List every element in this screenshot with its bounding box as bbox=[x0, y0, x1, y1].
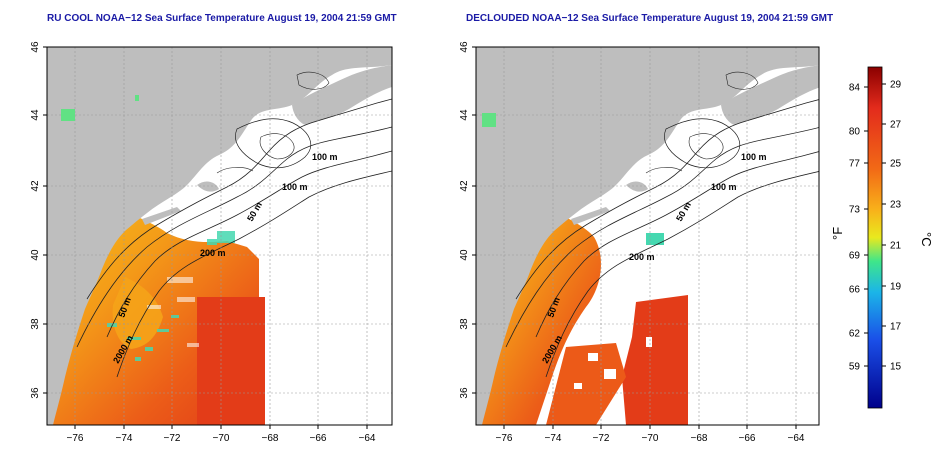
x-tick-label: −66 bbox=[310, 433, 327, 444]
x-tick-label: −72 bbox=[164, 433, 181, 444]
fahrenheit-tick-label: 84 bbox=[849, 83, 861, 94]
fahrenheit-unit-label: °F bbox=[830, 227, 845, 240]
y-tick-label: 44 bbox=[30, 109, 41, 121]
colorbar-ticks: 84 80 77 73 69 66 62 59 29 27 25 23 21 19 17 15 bbox=[849, 80, 902, 373]
fahrenheit-tick-label: 62 bbox=[849, 329, 861, 340]
y-tick-label: 36 bbox=[30, 387, 41, 399]
celsius-tick-label: 27 bbox=[890, 120, 902, 131]
x-tick-label: −70 bbox=[642, 433, 659, 444]
celsius-tick-label: 23 bbox=[890, 200, 902, 211]
y-tick-label: 40 bbox=[30, 249, 41, 261]
y-tick-label: 42 bbox=[459, 180, 470, 192]
x-tick-label: −68 bbox=[262, 433, 279, 444]
x-tick-label: −68 bbox=[691, 433, 708, 444]
x-tick-label: −76 bbox=[496, 433, 513, 444]
contour-label: 200 m bbox=[629, 252, 655, 262]
colorbar-gradient bbox=[867, 66, 883, 409]
map-title-right: DECLOUDED NOAA−12 Sea Surface Temperatur… bbox=[466, 13, 834, 24]
y-tick-label: 44 bbox=[459, 109, 470, 121]
fahrenheit-tick-label: 80 bbox=[849, 127, 861, 138]
x-tick-label: −64 bbox=[359, 433, 376, 444]
map-frame-left bbox=[46, 46, 393, 426]
x-tick-label: −64 bbox=[788, 433, 805, 444]
contour-label: 100 m bbox=[741, 152, 767, 162]
y-tick-label: 38 bbox=[459, 318, 470, 330]
map-right: 100 m 100 m 50 m 200 m 50 m 2000 m bbox=[475, 46, 820, 426]
x-tick-label: −74 bbox=[116, 433, 133, 444]
land-cloud-artifact bbox=[61, 109, 75, 121]
x-tick-label: −76 bbox=[67, 433, 84, 444]
celsius-unit-label: °C bbox=[919, 232, 934, 247]
x-tick-label: −66 bbox=[739, 433, 756, 444]
fahrenheit-tick-label: 59 bbox=[849, 362, 861, 373]
celsius-tick-label: 15 bbox=[890, 362, 902, 373]
x-tick-label: −72 bbox=[593, 433, 610, 444]
y-tick-label: 46 bbox=[459, 41, 470, 53]
map-frame-right bbox=[475, 46, 820, 426]
y-tick-label: 40 bbox=[459, 249, 470, 261]
y-tick-label: 38 bbox=[30, 318, 41, 330]
celsius-tick-label: 17 bbox=[890, 322, 902, 333]
fahrenheit-tick-label: 69 bbox=[849, 251, 861, 262]
y-tick-label: 46 bbox=[30, 41, 41, 53]
contour-label: 200 m bbox=[200, 248, 226, 258]
contour-label: 100 m bbox=[711, 182, 737, 192]
x-tick-label: −70 bbox=[213, 433, 230, 444]
celsius-tick-label: 19 bbox=[890, 282, 902, 293]
fahrenheit-tick-label: 73 bbox=[849, 205, 861, 216]
contour-label: 100 m bbox=[312, 152, 338, 162]
axes-layer: −76 −74 −72 −70 −68 −66 −64 36 38 40 42 44 46 −76 −74 −… bbox=[30, 41, 805, 444]
y-tick-label: 42 bbox=[30, 180, 41, 192]
contour-label: 100 m bbox=[282, 182, 308, 192]
celsius-tick-label: 25 bbox=[890, 159, 902, 170]
celsius-tick-label: 29 bbox=[890, 80, 902, 91]
land-cloud-artifact bbox=[482, 113, 496, 127]
y-tick-label: 36 bbox=[459, 387, 470, 399]
fahrenheit-tick-label: 77 bbox=[849, 159, 861, 170]
map-left: 100 m 100 m 50 m 200 m 50 m 2000 m bbox=[46, 46, 393, 426]
sst-field bbox=[476, 207, 601, 425]
celsius-tick-label: 21 bbox=[890, 241, 902, 252]
colorbar: °F °C 84 80 77 73 69 66 62 59 29 27 25 23 21 19 17 15 bbox=[830, 66, 934, 409]
x-tick-label: −74 bbox=[545, 433, 562, 444]
fahrenheit-tick-label: 66 bbox=[849, 285, 861, 296]
map-title-left: RU COOL NOAA−12 Sea Surface Temperature … bbox=[47, 13, 397, 24]
